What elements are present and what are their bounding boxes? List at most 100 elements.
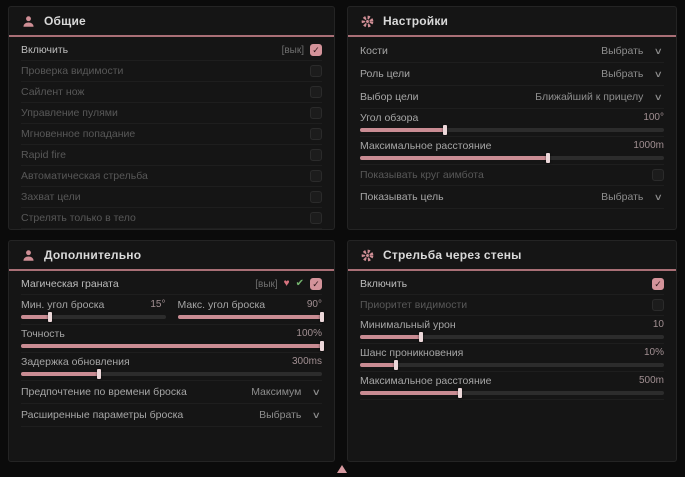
row-controls	[652, 299, 664, 311]
slider-value: 300ms	[291, 356, 322, 367]
slider-fill	[21, 343, 322, 348]
row-controls: ✓	[652, 278, 664, 290]
slider-fill	[360, 155, 549, 160]
checkbox[interactable]: ✓	[652, 278, 664, 290]
toggle-row: Мгновенное попадание	[21, 124, 322, 145]
checkbox[interactable]: ✓	[310, 44, 322, 56]
dropdown-value: Выбрать	[259, 409, 302, 421]
row-controls: [вык] ✓	[282, 44, 322, 56]
row-label: Сайлент нож	[21, 86, 85, 98]
slider-block: Шанс проникновения 10%	[360, 346, 664, 370]
dropdown-select[interactable]: Выбрать ∨	[259, 409, 322, 421]
toggle-row: Захват цели	[21, 187, 322, 208]
row-controls: [вык] ♥ ✔ ✓	[255, 278, 322, 290]
slider-row: Максимальное расстояние 1000m	[360, 137, 664, 165]
checkbox[interactable]	[310, 107, 322, 119]
slider-thumb[interactable]	[97, 368, 102, 379]
toggle-row: Включить ✓	[360, 274, 664, 295]
check-icon[interactable]: ✔	[295, 278, 304, 289]
slider-thumb[interactable]	[320, 340, 324, 351]
slider-track[interactable]	[360, 359, 664, 370]
slider-labels: Угол обзора 100°	[360, 112, 664, 124]
dropdown-select[interactable]: Выбрать ∨	[601, 68, 664, 80]
slider-row: Минимальный урон 10	[360, 316, 664, 344]
checkbox[interactable]	[310, 128, 322, 140]
dropdown-value: Выбрать	[601, 68, 644, 80]
slider-block: Точность 100%	[21, 327, 324, 351]
slider-fill	[360, 334, 421, 339]
slider-labels: Шанс проникновения 10%	[360, 347, 664, 359]
checkbox[interactable]	[652, 299, 664, 311]
row-label: Выбор цели	[360, 91, 419, 103]
slider-track[interactable]	[21, 340, 324, 351]
slider-fill	[360, 362, 397, 367]
slider-track[interactable]	[360, 387, 664, 398]
slider-labels: Минимальный урон 10	[360, 319, 664, 331]
slider-labels: Задержка обновления 300ms	[21, 356, 322, 368]
chevron-down-icon: ∨	[654, 68, 664, 79]
row-controls	[310, 107, 322, 119]
checkbox[interactable]	[310, 65, 322, 77]
checkbox[interactable]	[310, 149, 322, 161]
checkbox[interactable]	[310, 212, 322, 224]
panel-title: Дополнительно	[44, 248, 142, 262]
dropdown-select[interactable]: Выбрать ∨	[601, 45, 664, 57]
dropdown-value: Выбрать	[601, 45, 644, 57]
slider-thumb[interactable]	[320, 311, 324, 322]
slider-track[interactable]	[21, 311, 166, 322]
slider-labels: Макс. угол броска 90°	[178, 299, 323, 311]
row-label: Задержка обновления	[21, 355, 130, 368]
slider-value: 500m	[638, 375, 664, 386]
row-label: Магическая граната	[21, 278, 119, 290]
slider-block: Макс. угол броска 90°	[177, 297, 324, 322]
row-label: Мгновенное попадание	[21, 128, 136, 140]
dropdown-select[interactable]: Максимум ∨	[251, 386, 322, 398]
row-controls	[310, 128, 322, 140]
row-label: Максимальное расстояние	[360, 374, 492, 387]
slider-row: Максимальное расстояние 500m	[360, 372, 664, 400]
checkbox[interactable]	[310, 170, 322, 182]
panel-additional: Дополнительно Магическая граната [вык] ♥ ✔ ✓…	[8, 240, 335, 462]
checkbox[interactable]	[652, 169, 664, 181]
checkbox[interactable]	[310, 86, 322, 98]
row-controls	[652, 169, 664, 181]
slider-block: Максимальное расстояние 1000m	[360, 139, 664, 163]
checkbox[interactable]: ✓	[310, 278, 322, 290]
toggle-row: Магическая граната [вык] ♥ ✔ ✓	[21, 274, 322, 295]
chevron-down-icon: ∨	[312, 386, 322, 397]
slider-track[interactable]	[360, 331, 664, 342]
checkbox[interactable]	[310, 191, 322, 203]
row-label: Захват цели	[21, 191, 81, 203]
toggle-row: Приоритет видимости	[360, 295, 664, 316]
row-label: Автоматическая стрельба	[21, 170, 148, 182]
slider-thumb[interactable]	[394, 359, 399, 370]
chevron-down-icon: ∨	[312, 409, 322, 420]
toggle-row: Автоматическая стрельба	[21, 166, 322, 187]
slider-track[interactable]	[360, 152, 664, 163]
heart-icon[interactable]: ♥	[283, 278, 290, 289]
slider-thumb[interactable]	[546, 152, 551, 163]
panel-general-header: Общие	[9, 7, 334, 37]
panel-general-body: Включить [вык] ✓ Проверка видимости Сайлент …	[9, 37, 334, 229]
row-label: Минимальный урон	[360, 318, 456, 331]
row-label: Приоритет видимости	[360, 299, 468, 311]
slider-track[interactable]	[21, 368, 322, 379]
row-label: Включить	[360, 278, 408, 290]
dropdown-row: Кости Выбрать ∨	[360, 40, 664, 63]
slider-row: Задержка обновления 300ms	[21, 353, 322, 381]
slider-thumb[interactable]	[47, 311, 52, 322]
row-label: Предпочтение по времени броска	[21, 386, 187, 398]
state-tag: [вык]	[255, 278, 278, 290]
slider-thumb[interactable]	[418, 331, 423, 342]
row-controls	[310, 212, 322, 224]
dropdown-row: Предпочтение по времени броска Максимум ∨	[21, 381, 322, 404]
slider-track[interactable]	[360, 124, 664, 135]
dropdown-select[interactable]: Ближайший к прицелу ∨	[535, 91, 664, 103]
chevron-down-icon: ∨	[654, 45, 664, 56]
gear-icon	[361, 249, 374, 262]
row-label: Показывать цель	[360, 191, 444, 203]
slider-track[interactable]	[177, 311, 324, 322]
slider-thumb[interactable]	[443, 124, 448, 135]
slider-thumb[interactable]	[458, 387, 463, 398]
dropdown-select[interactable]: Выбрать ∨	[601, 191, 664, 203]
